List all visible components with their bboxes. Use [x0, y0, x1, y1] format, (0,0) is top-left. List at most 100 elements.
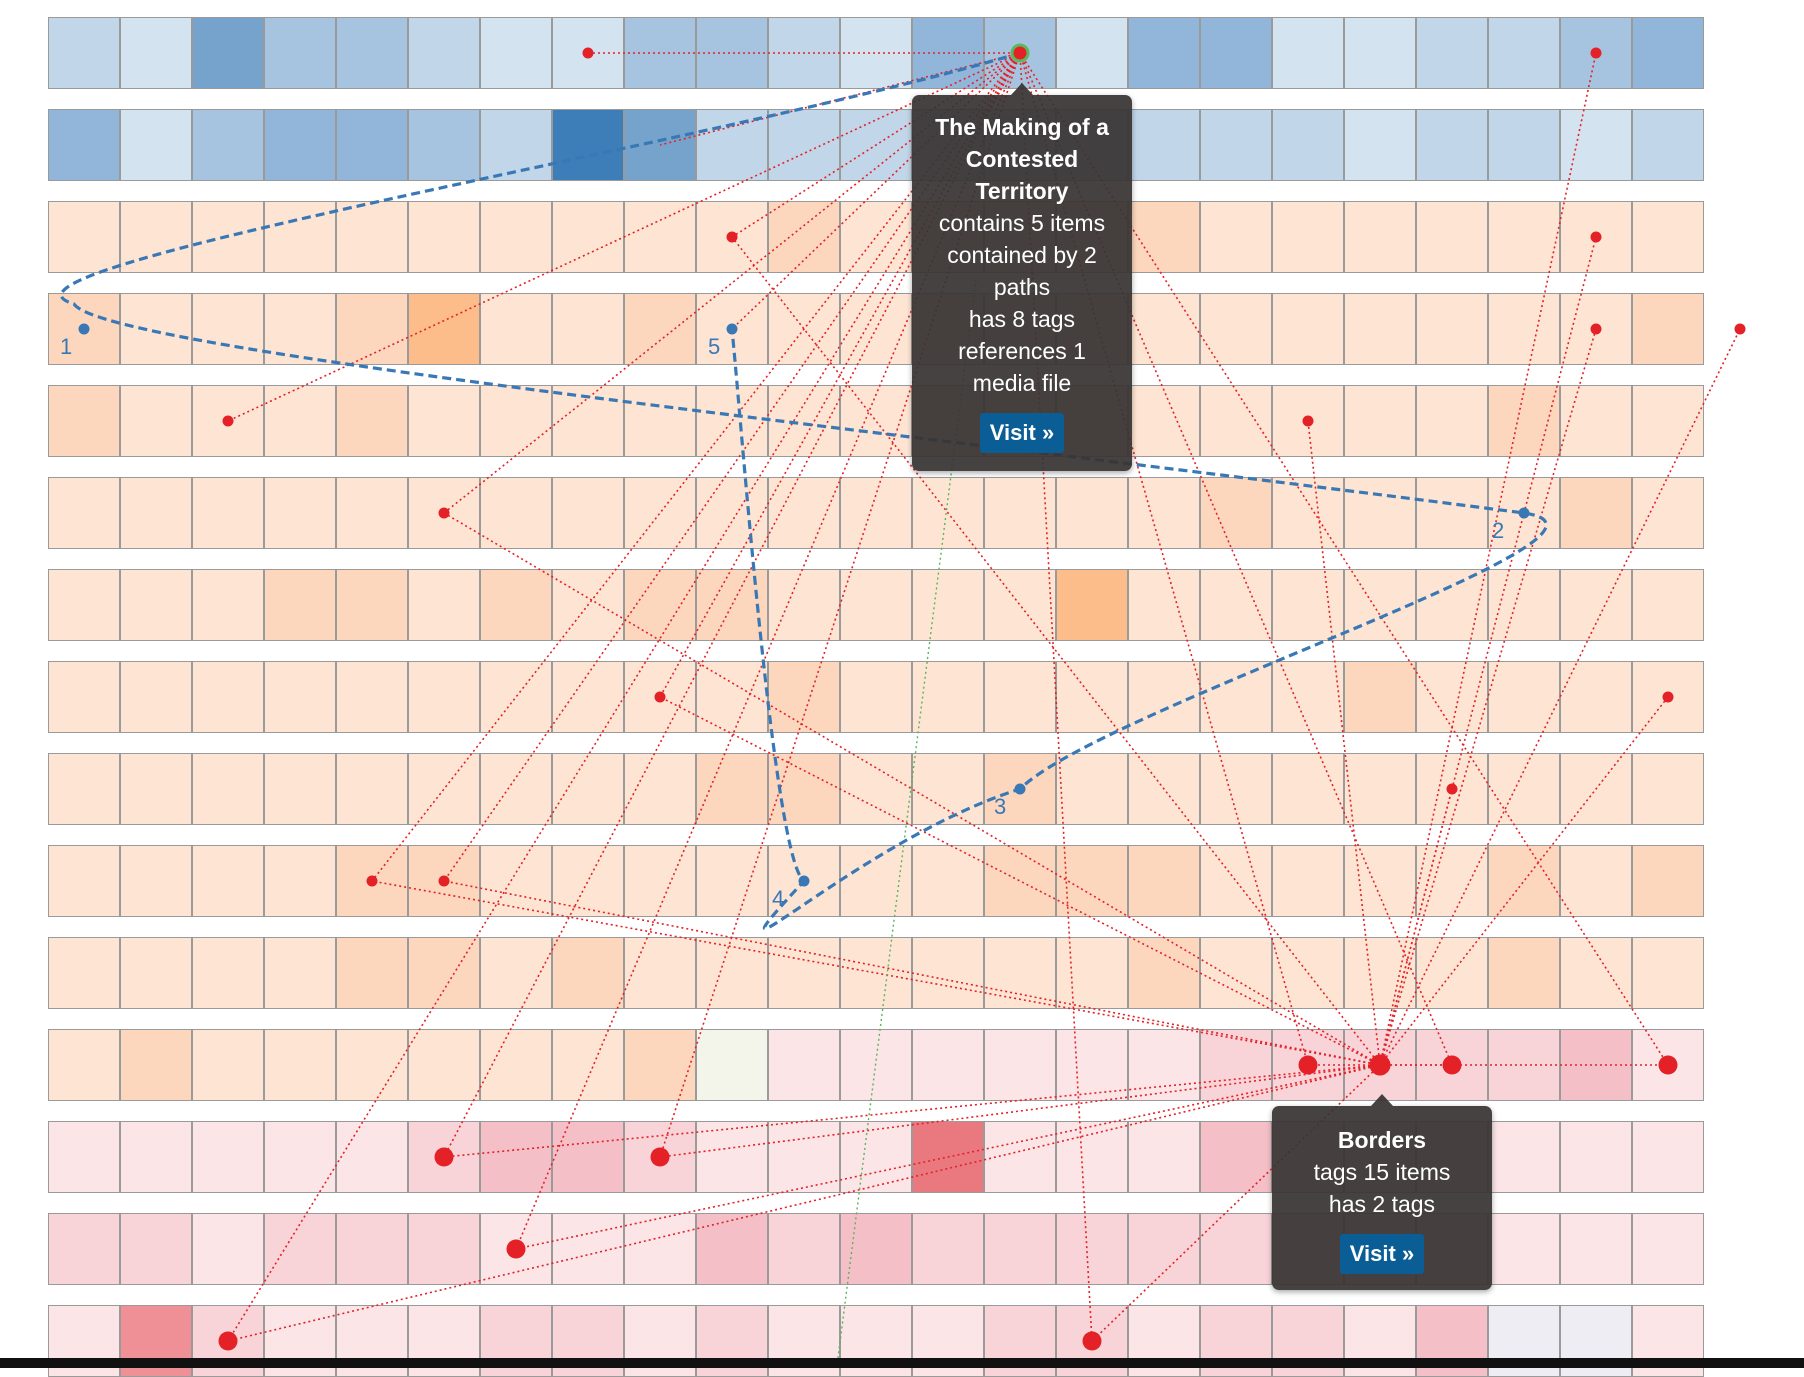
grid-cell[interactable]	[336, 753, 408, 825]
linked-item-dot[interactable]	[1302, 415, 1314, 427]
grid-cell[interactable]	[552, 1029, 624, 1101]
grid-cell[interactable]	[1056, 477, 1128, 549]
grid-cell[interactable]	[624, 753, 696, 825]
tagged-item-dot[interactable]	[1298, 1055, 1318, 1075]
grid-cell[interactable]	[336, 201, 408, 273]
grid-cell[interactable]	[1200, 477, 1272, 549]
grid-cell[interactable]	[1344, 293, 1416, 365]
grid-cell[interactable]	[48, 385, 120, 457]
grid-cell[interactable]	[912, 845, 984, 917]
grid-cell[interactable]	[624, 845, 696, 917]
grid-cell[interactable]	[768, 661, 840, 733]
grid-cell[interactable]	[1200, 661, 1272, 733]
grid-cell[interactable]	[264, 477, 336, 549]
tagged-item-dot[interactable]	[1658, 1055, 1678, 1075]
grid-cell[interactable]	[480, 293, 552, 365]
grid-cell[interactable]	[1416, 109, 1488, 181]
grid-cell[interactable]	[768, 1029, 840, 1101]
grid-cell[interactable]	[840, 201, 912, 273]
grid-cell[interactable]	[696, 661, 768, 733]
grid-cell[interactable]	[696, 937, 768, 1009]
grid-cell[interactable]	[552, 661, 624, 733]
grid-cell[interactable]	[1560, 477, 1632, 549]
grid-cell[interactable]	[1488, 201, 1560, 273]
grid-cell[interactable]	[1056, 753, 1128, 825]
grid-cell[interactable]	[768, 201, 840, 273]
grid-cell[interactable]	[264, 293, 336, 365]
grid-cell[interactable]	[48, 845, 120, 917]
grid-cell[interactable]	[264, 937, 336, 1009]
grid-cell[interactable]	[984, 569, 1056, 641]
visit-item-button[interactable]: Visit »	[979, 413, 1065, 453]
grid-cell[interactable]	[1488, 753, 1560, 825]
linked-item-dot[interactable]	[1590, 47, 1602, 59]
grid-cell[interactable]	[408, 1029, 480, 1101]
grid-cell[interactable]	[984, 937, 1056, 1009]
grid-cell[interactable]	[1632, 1213, 1704, 1285]
grid-cell[interactable]	[264, 1213, 336, 1285]
grid-cell[interactable]	[768, 477, 840, 549]
grid-cell[interactable]	[1200, 1213, 1272, 1285]
grid-cell[interactable]	[1056, 1029, 1128, 1101]
linked-item-dot[interactable]	[438, 507, 450, 519]
grid-cell[interactable]	[120, 17, 192, 89]
tagged-item-dot[interactable]	[506, 1239, 526, 1259]
grid-cell[interactable]	[1488, 569, 1560, 641]
grid-cell[interactable]	[1200, 17, 1272, 89]
grid-cell[interactable]	[192, 937, 264, 1009]
grid-cell[interactable]	[1560, 1121, 1632, 1193]
grid-cell[interactable]	[1128, 1121, 1200, 1193]
grid-cell[interactable]	[1128, 845, 1200, 917]
grid-cell[interactable]	[1632, 937, 1704, 1009]
grid-cell[interactable]	[1632, 293, 1704, 365]
grid-cell[interactable]	[48, 1213, 120, 1285]
grid-cell[interactable]	[1560, 569, 1632, 641]
grid-cell[interactable]	[408, 201, 480, 273]
grid-cell[interactable]	[1488, 661, 1560, 733]
grid-cell[interactable]	[1272, 569, 1344, 641]
grid-cell[interactable]	[480, 477, 552, 549]
grid-cell[interactable]	[120, 1213, 192, 1285]
grid-cell[interactable]	[1416, 201, 1488, 273]
grid-cell[interactable]	[624, 477, 696, 549]
grid-cell[interactable]	[552, 477, 624, 549]
grid-cell[interactable]	[120, 477, 192, 549]
grid-cell[interactable]	[1560, 109, 1632, 181]
grid-cell[interactable]	[264, 753, 336, 825]
grid-cell[interactable]	[264, 17, 336, 89]
grid-cell[interactable]	[1632, 109, 1704, 181]
grid-cell[interactable]	[840, 385, 912, 457]
grid-cell[interactable]	[120, 753, 192, 825]
grid-cell[interactable]	[1128, 477, 1200, 549]
grid-cell[interactable]	[264, 661, 336, 733]
grid-cell[interactable]	[1272, 17, 1344, 89]
path-stop-marker[interactable]	[1518, 507, 1530, 519]
linked-item-dot[interactable]	[1734, 323, 1746, 335]
grid-cell[interactable]	[192, 477, 264, 549]
grid-cell[interactable]	[1056, 661, 1128, 733]
grid-cell[interactable]	[1056, 845, 1128, 917]
grid-cell[interactable]	[1632, 201, 1704, 273]
grid-cell[interactable]	[48, 1121, 120, 1193]
grid-cell[interactable]	[480, 753, 552, 825]
grid-cell[interactable]	[336, 385, 408, 457]
grid-cell[interactable]	[696, 1029, 768, 1101]
linked-item-dot[interactable]	[1590, 323, 1602, 335]
grid-cell[interactable]	[696, 385, 768, 457]
grid-cell[interactable]	[552, 569, 624, 641]
grid-cell[interactable]	[1128, 17, 1200, 89]
grid-cell[interactable]	[120, 1121, 192, 1193]
grid-cell[interactable]	[840, 1121, 912, 1193]
grid-cell[interactable]	[336, 1121, 408, 1193]
grid-cell[interactable]	[1488, 109, 1560, 181]
grid-cell[interactable]	[1416, 385, 1488, 457]
grid-cell[interactable]	[696, 109, 768, 181]
grid-cell[interactable]	[984, 1029, 1056, 1101]
grid-cell[interactable]	[192, 1213, 264, 1285]
grid-cell[interactable]	[624, 385, 696, 457]
linked-item-dot[interactable]	[366, 875, 378, 887]
grid-cell[interactable]	[696, 1121, 768, 1193]
grid-cell[interactable]	[840, 845, 912, 917]
grid-cell[interactable]	[480, 569, 552, 641]
grid-cell[interactable]	[336, 17, 408, 89]
